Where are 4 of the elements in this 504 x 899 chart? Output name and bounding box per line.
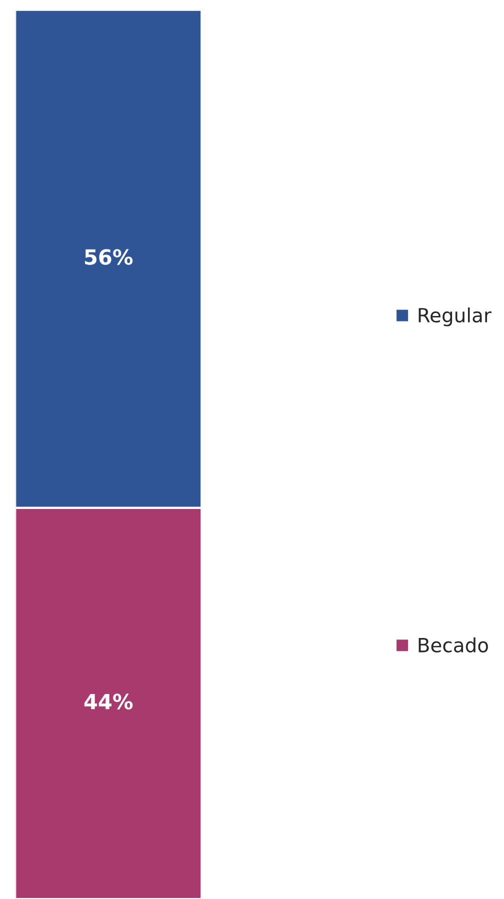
legend-label: Becado <box>418 637 488 652</box>
data-label: 44% <box>84 694 133 710</box>
legend-label: Regular <box>418 307 492 326</box>
data-label: 56% <box>85 249 133 265</box>
